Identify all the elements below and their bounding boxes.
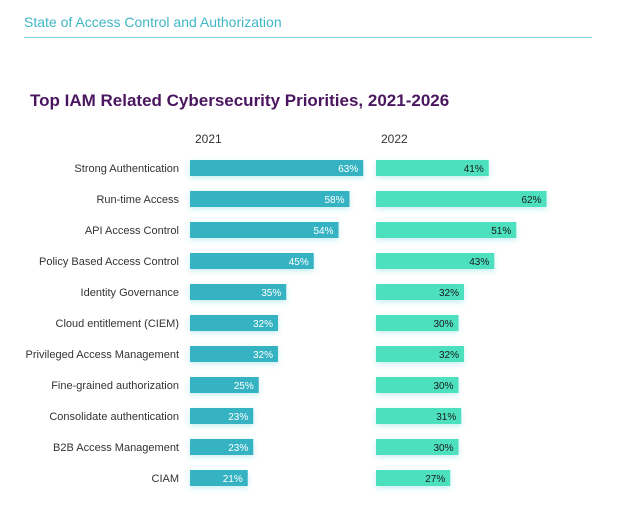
category-label: CIAM bbox=[152, 473, 180, 485]
category-label: Fine-grained authorization bbox=[51, 380, 179, 392]
data-label-2021: 35% bbox=[261, 288, 281, 299]
category-label: Run-time Access bbox=[96, 194, 179, 206]
data-label-2021: 45% bbox=[289, 257, 309, 268]
bar-2021 bbox=[190, 346, 278, 362]
bar-2021 bbox=[190, 377, 259, 393]
bar-2021 bbox=[190, 253, 314, 269]
data-label-2021: 58% bbox=[324, 195, 344, 206]
data-label-2021: 32% bbox=[253, 319, 273, 330]
data-label-2022: 41% bbox=[464, 164, 484, 175]
bar-2021 bbox=[190, 408, 254, 424]
data-label-2021: 23% bbox=[228, 443, 248, 454]
category-label: Privileged Access Management bbox=[26, 349, 179, 361]
data-label-2022: 43% bbox=[469, 257, 489, 268]
category-label: Consolidate authentication bbox=[49, 411, 179, 423]
header-divider bbox=[24, 37, 592, 38]
category-label: API Access Control bbox=[85, 225, 179, 237]
data-label-2021: 32% bbox=[253, 350, 273, 361]
data-label-2021: 54% bbox=[313, 226, 333, 237]
bar-2022 bbox=[376, 315, 459, 331]
data-label-2022: 30% bbox=[433, 443, 453, 454]
bar-2022 bbox=[376, 160, 489, 176]
data-label-2022: 31% bbox=[436, 412, 456, 423]
panel-title-2022: 2022 bbox=[381, 132, 408, 146]
data-label-2021: 21% bbox=[223, 474, 243, 485]
data-label-2022: 51% bbox=[491, 226, 511, 237]
category-label: Strong Authentication bbox=[74, 163, 179, 175]
section-header: State of Access Control and Authorizatio… bbox=[24, 14, 282, 30]
bar-2021 bbox=[190, 470, 248, 486]
bar-2022 bbox=[376, 408, 462, 424]
data-label-2022: 32% bbox=[439, 288, 459, 299]
bar-2022 bbox=[376, 377, 459, 393]
category-label: Identity Governance bbox=[81, 287, 179, 299]
bar-2022 bbox=[376, 284, 464, 300]
bar-2021 bbox=[190, 315, 278, 331]
data-label-2022: 62% bbox=[521, 195, 541, 206]
category-label: Policy Based Access Control bbox=[39, 256, 179, 268]
chart-title: Top IAM Related Cybersecurity Priorities… bbox=[30, 91, 450, 110]
bar-2022 bbox=[376, 470, 451, 486]
bar-2021 bbox=[190, 284, 287, 300]
category-label: Cloud entitlement (CIEM) bbox=[56, 318, 180, 330]
bar-2022 bbox=[376, 191, 547, 207]
category-label: B2B Access Management bbox=[53, 442, 179, 454]
bar-2022 bbox=[376, 222, 517, 238]
bar-2022 bbox=[376, 346, 464, 362]
data-label-2021: 25% bbox=[234, 381, 254, 392]
data-label-2022: 30% bbox=[433, 319, 453, 330]
panel-title-2021: 2021 bbox=[195, 132, 222, 146]
bar-2021 bbox=[190, 160, 364, 176]
bar-2021 bbox=[190, 191, 350, 207]
bar-2022 bbox=[376, 253, 495, 269]
bar-2021 bbox=[190, 439, 254, 455]
bar-2022 bbox=[376, 439, 459, 455]
data-label-2021: 63% bbox=[338, 164, 358, 175]
data-label-2022: 32% bbox=[439, 350, 459, 361]
data-label-2021: 23% bbox=[228, 412, 248, 423]
bar-2021 bbox=[190, 222, 339, 238]
data-label-2022: 27% bbox=[425, 474, 445, 485]
data-label-2022: 30% bbox=[433, 381, 453, 392]
